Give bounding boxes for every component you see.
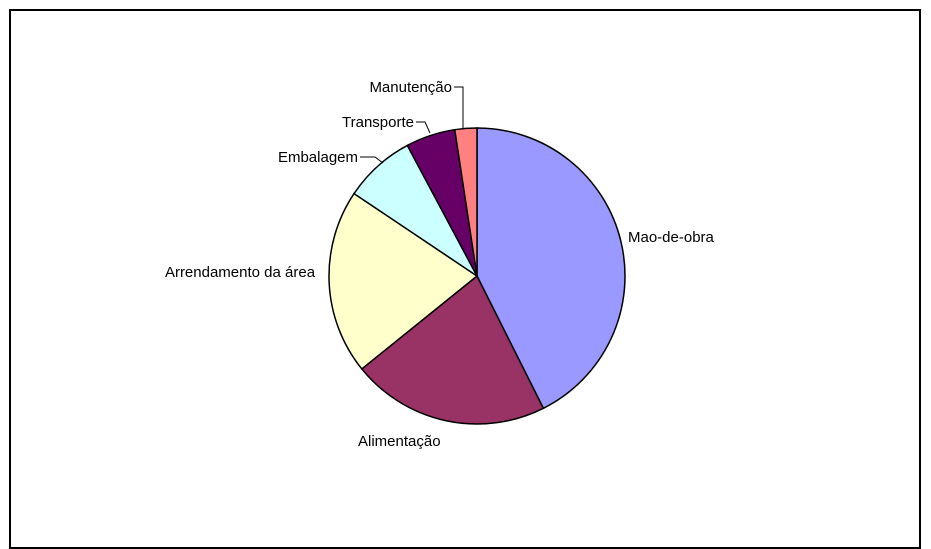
slice-label: Mao-de-obra	[628, 229, 714, 246]
pie-slice	[328, 192, 479, 370]
slice-label: Alimentação	[358, 433, 441, 450]
leader-line	[360, 156, 384, 164]
slice-label: Arrendamento da área	[164, 264, 316, 281]
pie-slice	[453, 127, 478, 277]
pie-slice	[360, 274, 545, 425]
leader-line	[454, 86, 464, 128]
pie-slice	[476, 127, 626, 410]
slice-label: Manutenção	[369, 79, 452, 96]
leader-line	[416, 121, 431, 134]
slice-label: Embalagem	[277, 149, 358, 166]
slice-label: Transporte	[342, 114, 414, 131]
page: {"chart_data": {"type": "pie", "categori…	[9, 9, 921, 549]
chart	[328, 86, 626, 425]
